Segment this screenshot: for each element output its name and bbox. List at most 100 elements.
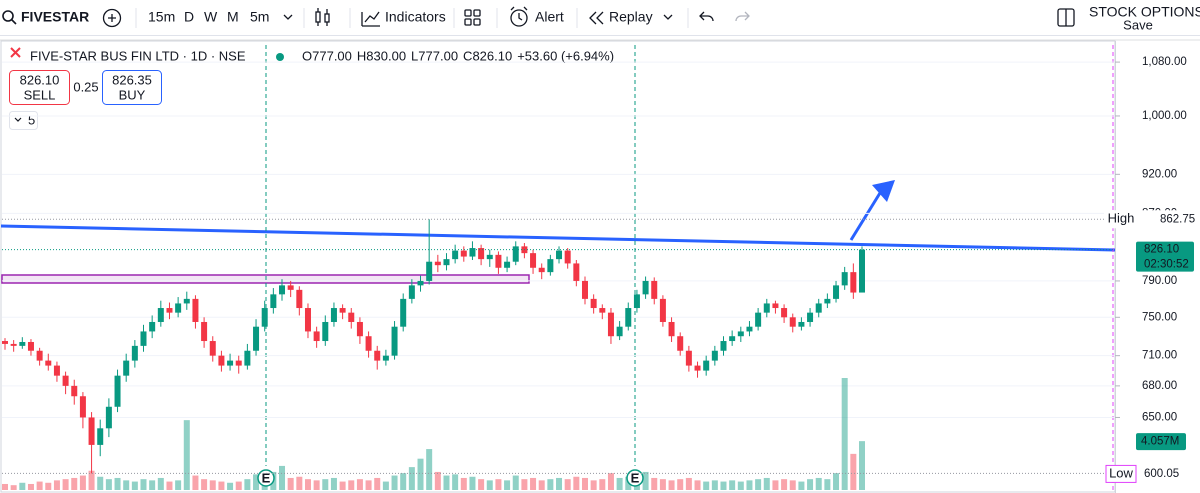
y-tick-label: 680.00 xyxy=(1142,380,1177,392)
volume-bar xyxy=(694,480,701,490)
volume-bar xyxy=(547,479,554,490)
chart-type[interactable] xyxy=(315,8,330,26)
indicators-toggle-icon xyxy=(14,117,22,122)
volume-bar xyxy=(114,477,121,490)
sell-label[interactable]: SELL xyxy=(24,87,56,102)
templates-icon[interactable] xyxy=(464,9,481,26)
save-button[interactable]: Save xyxy=(1123,17,1153,32)
interval[interactable]: D xyxy=(184,9,194,25)
interval[interactable]: W xyxy=(204,9,218,25)
candle-body xyxy=(668,321,675,337)
redo[interactable] xyxy=(735,11,750,22)
volume-bar xyxy=(417,458,424,490)
volume-bar xyxy=(469,476,476,490)
candle-body xyxy=(183,298,190,304)
toolbar-separators xyxy=(135,8,689,28)
volume-bar xyxy=(659,479,666,490)
volume-bar xyxy=(512,475,519,490)
volume-bar xyxy=(348,480,355,490)
ohlc-key: H xyxy=(357,48,366,63)
volume-bar xyxy=(781,479,788,490)
candle-body xyxy=(322,321,329,342)
candle-body xyxy=(10,343,17,346)
volume-bar xyxy=(391,475,398,490)
candle-body xyxy=(313,331,320,342)
volume-bar xyxy=(2,483,8,490)
candle-body xyxy=(486,254,493,260)
candle-body xyxy=(166,308,173,313)
search-icon[interactable] xyxy=(2,10,14,22)
candle-body xyxy=(365,336,372,351)
candle-body xyxy=(564,250,571,264)
buy-label[interactable]: BUY xyxy=(119,87,146,102)
high-label: High xyxy=(1108,211,1135,226)
candle-body xyxy=(408,285,415,299)
candle-body xyxy=(382,355,389,361)
candle-body xyxy=(651,280,658,299)
trend-line[interactable] xyxy=(0,224,1116,252)
buy-price[interactable]: 826.35 xyxy=(112,72,152,87)
candle-body xyxy=(677,336,684,351)
candle-body xyxy=(71,385,78,397)
volume-bar xyxy=(478,479,485,490)
volume-bar xyxy=(841,378,848,490)
earnings-marker[interactable] xyxy=(626,469,644,487)
volume-bar xyxy=(538,480,545,490)
interval-dropdown[interactable] xyxy=(283,14,293,20)
volume-bar xyxy=(149,480,156,490)
candle-body xyxy=(443,259,450,266)
interval[interactable]: 5m xyxy=(250,9,269,25)
candle-body xyxy=(218,355,225,366)
interval[interactable]: M xyxy=(227,9,239,25)
alert-icon[interactable] xyxy=(510,6,528,27)
volume-bar xyxy=(209,480,216,490)
sell-button[interactable] xyxy=(9,70,70,105)
indicators-count[interactable]: 5 xyxy=(28,112,35,127)
account-name[interactable]: STOCK OPTIONS xyxy=(1089,4,1200,20)
volume-bar xyxy=(131,481,138,490)
replay-dropdown[interactable] xyxy=(663,14,673,20)
volume-bar xyxy=(279,465,286,490)
volume-bar xyxy=(452,474,459,490)
add-symbol[interactable] xyxy=(102,8,122,28)
candle-body xyxy=(304,308,311,332)
candle-body xyxy=(261,308,268,327)
market-status xyxy=(276,53,284,61)
candle-body xyxy=(737,331,744,337)
candle-body xyxy=(123,360,130,376)
undo[interactable] xyxy=(699,11,714,22)
candle-body xyxy=(97,428,104,445)
symbol[interactable]: FIVESTAR xyxy=(21,9,89,25)
y-tick-label: 710.00 xyxy=(1142,350,1177,362)
candle-body xyxy=(850,272,857,293)
candle-body xyxy=(625,308,632,327)
arrow-drawing[interactable] xyxy=(849,192,882,241)
indicators-icon[interactable] xyxy=(361,11,380,27)
candle-body xyxy=(53,365,60,376)
alert-button[interactable]: Alert xyxy=(535,9,564,25)
volume-bar xyxy=(140,479,147,490)
volume-bar xyxy=(798,481,805,490)
indicators-button[interactable]: Indicators xyxy=(385,9,446,25)
volume-bar xyxy=(642,471,649,490)
volume-bar xyxy=(400,473,407,490)
replay-icon[interactable] xyxy=(589,11,604,25)
sell-price[interactable]: 826.10 xyxy=(20,72,60,87)
candle-body xyxy=(244,350,251,366)
search-icon xyxy=(11,19,17,25)
candle-body xyxy=(478,248,485,260)
layout-icon[interactable] xyxy=(1057,8,1075,27)
volume-bar xyxy=(720,481,727,490)
interval[interactable]: 15m xyxy=(148,9,175,25)
earnings-marker[interactable] xyxy=(257,469,275,487)
buy-button[interactable] xyxy=(102,70,162,105)
last-price: 826.10 xyxy=(1144,244,1179,256)
candle-body xyxy=(772,303,779,309)
candle-body xyxy=(79,396,86,418)
candle-body xyxy=(590,298,597,309)
volume-bar xyxy=(123,480,130,490)
volume-bar xyxy=(815,477,822,490)
volume-bar xyxy=(495,479,502,490)
replay-button[interactable]: Replay xyxy=(609,9,653,25)
candle-body xyxy=(599,308,606,313)
